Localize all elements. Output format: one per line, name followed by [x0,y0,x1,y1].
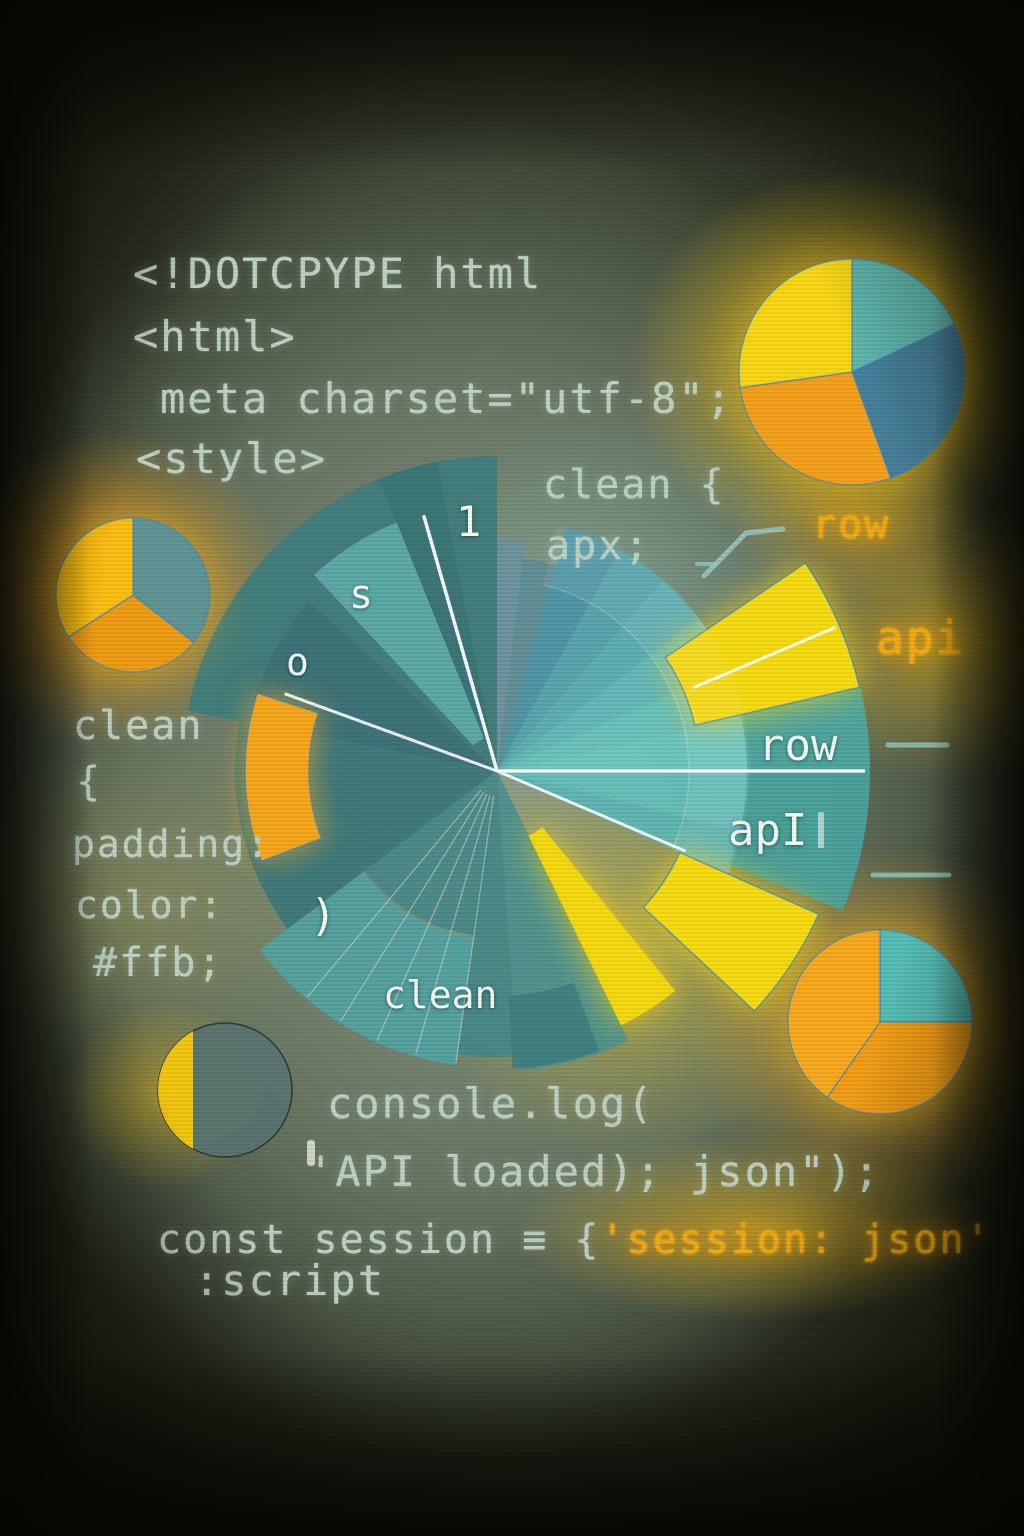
session-json-highlight: 'session: json' [600,1217,992,1263]
chart-label-apI: apI [728,805,807,856]
chart-label-o: o [286,640,309,684]
code-line-meta-charset: meta charset="utf-8"; [160,374,734,423]
pie-segment-yellow [157,1031,193,1149]
code-line-script-close: :script [194,1256,386,1305]
pie-bottom-right [787,929,973,1115]
code-line-console-log: console.log( [327,1079,655,1128]
annotation-row-label: row [812,502,891,548]
chart-label-row: row [758,720,838,771]
code-line-doctype: <!DOTCPYPE html [133,249,543,298]
code-line-api-loaded: 'API loaded); json"); [308,1147,882,1196]
chart-label-s: s [349,572,373,618]
chart-label-): ) [310,890,337,941]
code-line-clean-rule: clean { [543,462,726,508]
pie-slice-3 [738,258,853,389]
text-cursor [818,812,824,848]
annotation-api-label: api [876,611,966,665]
code-line-html-open: <html> [133,312,297,361]
chart-label-1: 1 [456,497,481,546]
code-line-color: color: [75,883,225,927]
chart-label-clean: clean [383,973,497,1017]
pie-left [55,517,211,673]
code-line-apx: apx; [546,523,651,569]
pie-top-right [738,258,966,486]
code-line-open-brace: { [76,759,103,805]
code-line-clean-selector: clean [73,703,204,749]
callout-leader-line [701,526,786,579]
pie-bottom-left [157,1022,293,1158]
code-line-style-open: <style> [136,434,328,483]
pie-slice-0 [879,929,973,1023]
code-line-padding: padding: [72,822,272,866]
code-line-const-session: const session ≡ {'session: json' [157,1220,992,1260]
code-line-color-value: #ffb; [93,940,224,986]
